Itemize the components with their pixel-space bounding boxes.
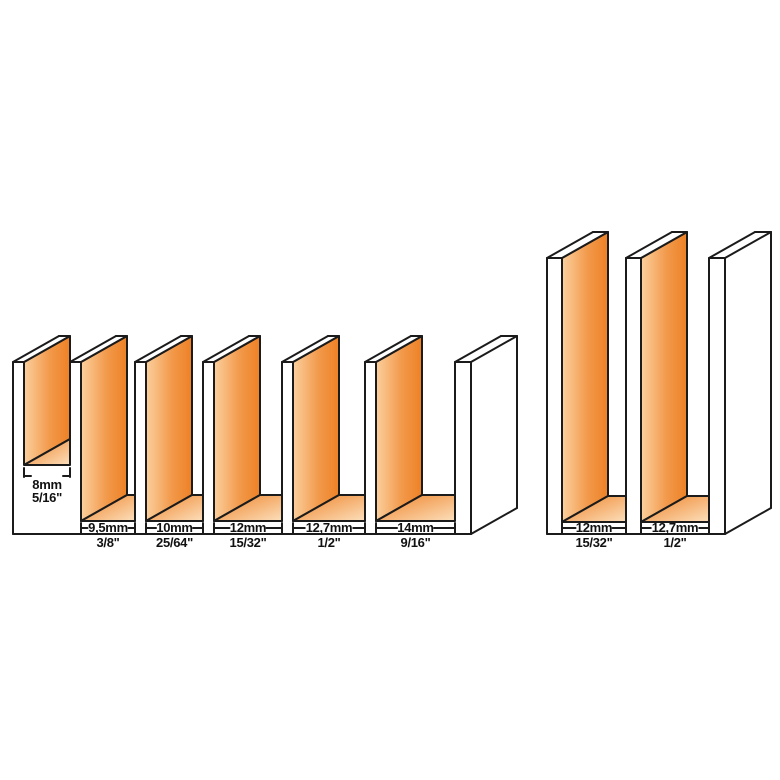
dimension-label-mm: 12mm [576, 520, 612, 535]
groove-14mm [375, 335, 456, 522]
dimension-label-mm: 12,7mm [306, 520, 353, 535]
dimension-label-inch: 15/32" [230, 535, 267, 550]
wall-5 [364, 335, 423, 522]
wall-2 [134, 335, 193, 522]
dimension-label-mm: 12,7mm [652, 520, 699, 535]
dimension-label-inch: 1/2" [663, 535, 686, 550]
end-wall-top-right-edge [724, 231, 772, 259]
groove-12mm [213, 335, 283, 522]
wall-faces [13, 336, 70, 534]
groove-side-face [80, 335, 128, 522]
wall-top-left-edge [364, 335, 412, 363]
wall-faces [547, 232, 608, 534]
dimension-label-mm: 8mm [32, 477, 61, 492]
groove-9,5mm [80, 335, 136, 522]
wall-top-right-edge [213, 335, 261, 363]
wall-3 [202, 335, 261, 522]
wall-top-left-edge [281, 335, 329, 363]
dimension-label-mm: 10mm [156, 520, 192, 535]
dimension-label-inch: 5/16" [32, 490, 62, 505]
groove-side-face [375, 335, 423, 522]
wall-top-right-edge [375, 335, 423, 363]
groove-12,7mm [292, 335, 366, 522]
dimension-label-inch: 25/64" [156, 535, 193, 550]
wall-faces [135, 336, 192, 521]
wall-top-right-edge [561, 231, 609, 259]
end-wall [546, 231, 772, 535]
wall-faces [626, 232, 687, 522]
wall-0 [546, 231, 609, 535]
groove-side-face [292, 335, 340, 522]
wall-top-left-edge [69, 335, 117, 363]
dimension-label-inch: 3/8" [96, 535, 119, 550]
wall-top-right-edge [145, 335, 193, 363]
dimension-label-mm: 14mm [397, 520, 433, 535]
groove-side-face [213, 335, 261, 522]
groove-10mm [145, 335, 204, 522]
wall-top-left-edge [202, 335, 250, 363]
wall-faces [282, 336, 339, 521]
dimension-label-mm: 9,5mm [88, 520, 128, 535]
board-bottom-right-edge [724, 507, 772, 535]
wall-faces [365, 336, 422, 521]
dimension-label-inch: 1/2" [317, 535, 340, 550]
wall-1 [69, 335, 128, 522]
dimension-label-mm: 12mm [230, 520, 266, 535]
end-wall-top-right-edge [470, 335, 518, 363]
wall-1 [625, 231, 688, 523]
groove-side-face [561, 231, 609, 523]
wall-top-right-edge [80, 335, 128, 363]
end-wall-faces [709, 232, 771, 534]
groove-side-face [640, 231, 688, 523]
board-bottom-right-edge [470, 507, 518, 535]
groove-12,7mm [640, 231, 710, 523]
wall-top-left-edge [12, 335, 60, 363]
end-wall-top-left-edge [454, 335, 502, 363]
end-wall-faces [455, 336, 517, 534]
wall-0 [12, 335, 71, 535]
wall-top-left-edge [625, 231, 673, 259]
wall-faces [203, 336, 260, 521]
end-wall-top-left-edge [708, 231, 756, 259]
dimension-label-inch: 15/32" [576, 535, 613, 550]
end-wall [12, 335, 518, 535]
wall-faces [70, 336, 127, 521]
wall-top-left-edge [546, 231, 594, 259]
wall-4 [281, 335, 340, 522]
wall-top-right-edge [23, 335, 71, 363]
groove-12mm [561, 231, 627, 523]
wall-top-right-edge [640, 231, 688, 259]
dimension-label-inch: 9/16" [401, 535, 431, 550]
groove-side-face [145, 335, 193, 522]
wall-top-left-edge [134, 335, 182, 363]
wall-top-right-edge [292, 335, 340, 363]
